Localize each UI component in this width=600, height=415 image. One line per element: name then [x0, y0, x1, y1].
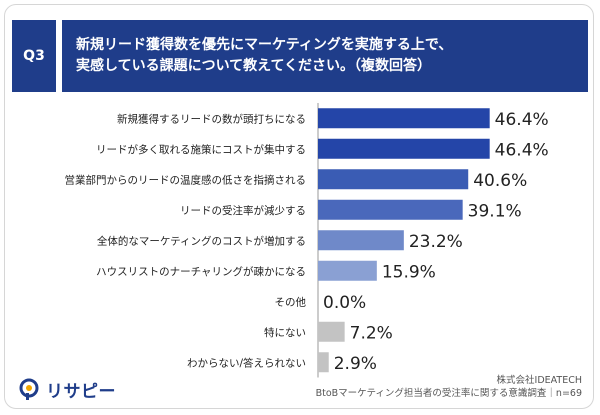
bar — [318, 352, 329, 373]
bar — [318, 108, 490, 129]
data-label: 0.0% — [323, 293, 366, 313]
question-tag: Q3 — [12, 20, 56, 92]
bar — [318, 138, 490, 159]
data-label: 7.2% — [350, 323, 393, 343]
category-label: 特にない — [264, 327, 306, 339]
data-label: 40.6% — [473, 171, 527, 191]
category-label: ハウスリストのナーチャリングが疎かになる — [96, 265, 306, 278]
risapy-logo: リサピー — [18, 376, 116, 402]
data-label: 2.9% — [334, 354, 377, 374]
category-label: 営業部門からのリードの温度感の低さを指摘される — [65, 173, 307, 186]
category-label: 全体的なマーケティングのコストが増加する — [97, 234, 306, 247]
bar — [318, 321, 345, 342]
data-label: 23.2% — [409, 232, 463, 252]
bar — [318, 199, 463, 220]
question-title: 新規リード獲得数を優先にマーケティングを実施する上で、 実感している課題について… — [62, 20, 588, 92]
bar — [318, 169, 469, 190]
source-survey: BtoBマーケティング担当者の受注率に関する意識調査｜n=69 — [315, 388, 582, 399]
bar — [318, 260, 377, 281]
data-label: 46.4% — [495, 140, 549, 160]
question-header: Q3 新規リード獲得数を優先にマーケティングを実施する上で、 実感している課題に… — [12, 20, 588, 92]
question-title-line-1: 新規リード獲得数を優先にマーケティングを実施する上で、 — [76, 37, 453, 53]
source-note: 株式会社IDEATECH BtoBマーケティング担当者の受注率に関する意識調査｜… — [316, 374, 582, 400]
category-label: リードの受注率が減少する — [180, 204, 306, 217]
data-label: 39.1% — [468, 201, 522, 221]
data-label: 15.9% — [382, 262, 436, 282]
data-label: 46.4% — [495, 110, 549, 130]
category-label: リードが多く取れる施策にコストが集中する — [96, 143, 306, 156]
source-company: 株式会社IDEATECH — [496, 375, 582, 386]
logo-mark-icon — [19, 378, 39, 400]
category-label: 新規獲得するリードの数が頭打ちになる — [117, 112, 306, 125]
question-title-line-2: 実感している課題について教えてください。（複数回答） — [76, 58, 432, 74]
category-label: わからない/答えられない — [187, 356, 306, 369]
bar — [318, 230, 404, 251]
category-label: その他 — [275, 295, 307, 308]
logo-text: リサピー — [46, 381, 116, 402]
